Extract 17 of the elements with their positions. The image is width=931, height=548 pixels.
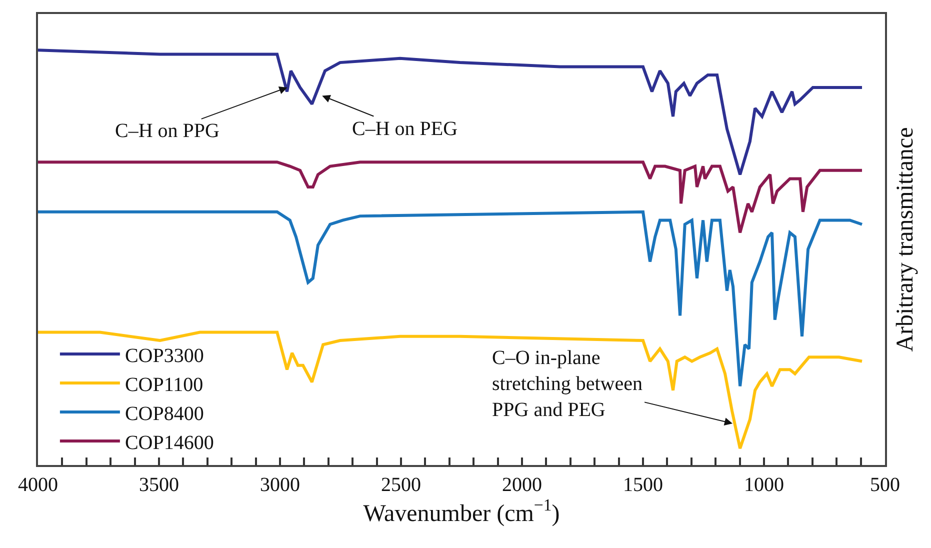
x-tick-label: 3500 <box>139 474 179 496</box>
annotation: C–O in-plane stretching between PPG and PEG <box>492 347 642 421</box>
annotation: C–H on PEG <box>352 118 458 140</box>
x-tick-label: 500 <box>870 474 900 496</box>
legend-label: COP14600 <box>124 432 214 454</box>
annotation: C–H on PPG <box>115 120 220 142</box>
x-tick-label: 4000 <box>18 474 58 496</box>
x-tick-label: 1500 <box>623 474 663 496</box>
legend-label: COP3300 <box>124 344 204 367</box>
x-tick-label: 3000 <box>260 474 300 496</box>
y-axis-title: Arbitrary transmittance <box>892 127 919 352</box>
legend-label: COP1100 <box>124 374 204 396</box>
x-tick-label: 2500 <box>381 474 421 496</box>
x-tick-label: 2000 <box>502 474 542 496</box>
x-tick-label: 1000 <box>744 474 784 496</box>
x-axis-title: Wavenumber (cm$^{−1}$) <box>363 496 560 527</box>
legend-label: COP8400 <box>124 402 204 425</box>
